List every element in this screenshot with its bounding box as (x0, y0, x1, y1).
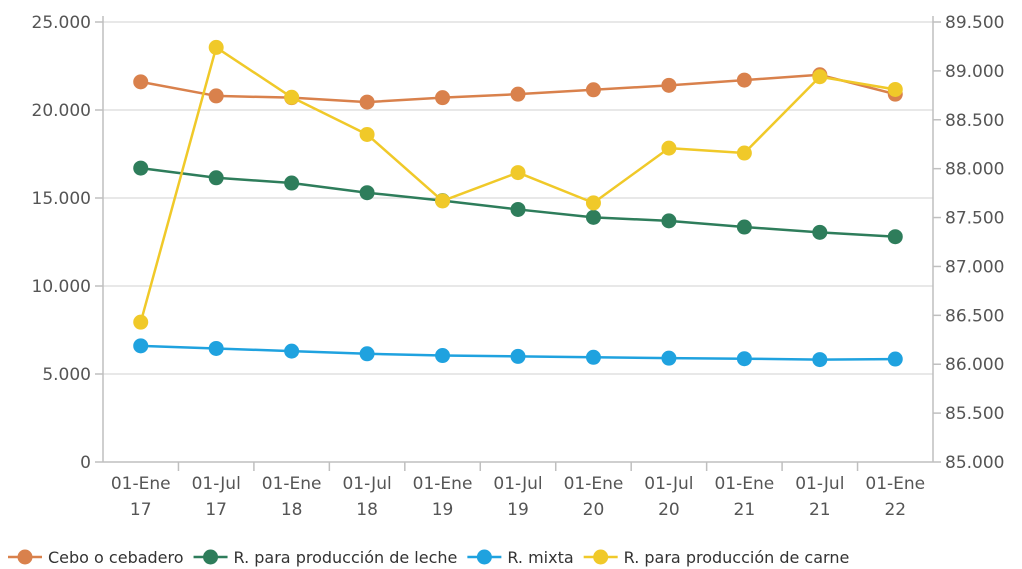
x-tick-label: 01-Jul (192, 474, 241, 494)
data-point-r-para-produccion-de-carne (359, 126, 375, 142)
right-tick-label: 88.000 (945, 160, 1004, 180)
data-point-r-mixta (661, 350, 677, 366)
legend-swatch-r-mixta (476, 549, 492, 565)
left-tick-label: 15.000 (32, 189, 91, 209)
x-tick-label: 01-Jul (644, 474, 693, 494)
data-point-cebo-o-cebadero (435, 90, 451, 106)
right-tick-label: 86.500 (945, 306, 1004, 326)
x-tick-label: 01-Ene (865, 474, 925, 494)
left-axis-ticks: 0 5.000 10.000 15.000 20.000 25.000 (32, 13, 103, 473)
right-tick-label: 89.500 (945, 13, 1004, 33)
data-point-cebo-o-cebadero (133, 74, 149, 90)
x-tick-label: 01-Ene (714, 474, 774, 494)
axes (102, 16, 934, 463)
data-point-r-mixta (887, 351, 903, 367)
data-point-r-para-produccion-de-leche (661, 213, 677, 229)
data-point-r-mixta (133, 338, 149, 354)
x-tick-label-year: 19 (507, 500, 529, 520)
left-tick-label: 20.000 (32, 101, 91, 121)
data-point-r-para-produccion-de-carne (510, 165, 526, 181)
data-point-cebo-o-cebadero (661, 77, 677, 93)
right-axis-ticks: 85.000 85.500 86.000 86.500 87.000 87.500 88.0… (933, 13, 1004, 473)
right-tick-label: 87.500 (945, 209, 1004, 229)
x-tick-label-year: 20 (583, 500, 605, 520)
legend-label-cebo-o-cebadero: Cebo o cebadero (48, 548, 184, 567)
x-tick-label-year: 21 (809, 500, 831, 520)
data-point-r-mixta (284, 343, 300, 359)
data-point-r-para-produccion-de-carne (435, 193, 451, 209)
legend: Cebo o cebadero R. para producción de lec… (8, 548, 849, 567)
left-tick-label: 5.000 (42, 365, 91, 385)
legend-swatch-r-para-produccion-de-carne (593, 549, 609, 565)
data-point-r-para-produccion-de-carne (812, 69, 828, 85)
legend-label-r-mixta: R. mixta (507, 548, 573, 567)
grid-lines (103, 21, 933, 375)
legend-label-r-para-produccion-de-leche: R. para producción de leche (234, 548, 458, 567)
x-tick-label: 01-Jul (795, 474, 844, 494)
x-tick-label: 01-Ene (413, 474, 473, 494)
left-tick-label: 25.000 (32, 13, 91, 33)
x-tick-label-year: 22 (884, 500, 906, 520)
x-tick-label-year: 20 (658, 500, 680, 520)
data-point-r-para-produccion-de-carne (661, 140, 677, 156)
x-tick-label: 01-Ene (111, 474, 171, 494)
data-point-cebo-o-cebadero (510, 86, 526, 102)
data-point-cebo-o-cebadero (585, 82, 601, 98)
data-point-r-para-produccion-de-carne (133, 314, 149, 330)
data-point-r-para-produccion-de-carne (887, 81, 903, 97)
legend-swatch-r-para-produccion-de-leche (203, 549, 219, 565)
left-tick-label: 10.000 (32, 277, 91, 297)
right-tick-label: 86.000 (945, 355, 1004, 375)
left-tick-label: 0 (80, 453, 91, 473)
x-tick-label-year: 18 (281, 500, 303, 520)
right-tick-label: 85.500 (945, 404, 1004, 424)
x-tick-label-year: 19 (432, 500, 454, 520)
x-tick-label: 01-Jul (493, 474, 542, 494)
x-tick-label: 01-Jul (342, 474, 391, 494)
data-point-r-para-produccion-de-carne (736, 145, 752, 161)
data-point-r-para-produccion-de-leche (736, 219, 752, 235)
x-tick-label-year: 17 (205, 500, 227, 520)
data-point-r-para-produccion-de-carne (284, 89, 300, 105)
data-point-r-mixta (736, 351, 752, 367)
x-tick-label: 01-Ene (262, 474, 322, 494)
data-point-r-para-produccion-de-leche (359, 185, 375, 201)
data-point-r-para-produccion-de-leche (133, 160, 149, 176)
x-tick-label-year: 18 (356, 500, 378, 520)
right-tick-label: 89.000 (945, 62, 1004, 82)
legend-swatch-cebo-o-cebadero (17, 549, 33, 565)
x-axis-ticks: 01-Ene 17 01-Jul 17 01-Ene 18 01-Jul 18 01-Ene 19… (111, 462, 925, 520)
data-point-r-mixta (359, 346, 375, 362)
data-point-r-mixta (585, 349, 601, 365)
data-point-cebo-o-cebadero (359, 94, 375, 110)
data-point-r-mixta (208, 340, 224, 356)
data-point-r-para-produccion-de-leche (585, 209, 601, 225)
series-group (133, 39, 903, 368)
data-point-cebo-o-cebadero (736, 72, 752, 88)
x-tick-label-year: 17 (130, 500, 152, 520)
x-tick-label: 01-Ene (564, 474, 624, 494)
data-point-r-para-produccion-de-leche (887, 229, 903, 245)
data-point-r-para-produccion-de-leche (812, 224, 828, 240)
data-point-r-para-produccion-de-carne (208, 39, 224, 55)
right-tick-label: 88.500 (945, 111, 1004, 131)
right-tick-label: 87.000 (945, 257, 1004, 277)
data-point-r-mixta (435, 348, 451, 364)
right-tick-label: 85.000 (945, 453, 1004, 473)
data-point-r-para-produccion-de-leche (284, 175, 300, 191)
legend-label-r-para-produccion-de-carne: R. para producción de carne (624, 548, 850, 567)
x-tick-label-year: 21 (734, 500, 756, 520)
data-point-r-mixta (812, 352, 828, 368)
data-point-r-para-produccion-de-leche (510, 201, 526, 217)
data-point-r-mixta (510, 348, 526, 364)
data-point-cebo-o-cebadero (208, 88, 224, 104)
data-point-r-para-produccion-de-carne (585, 195, 601, 211)
data-point-r-para-produccion-de-leche (208, 170, 224, 186)
